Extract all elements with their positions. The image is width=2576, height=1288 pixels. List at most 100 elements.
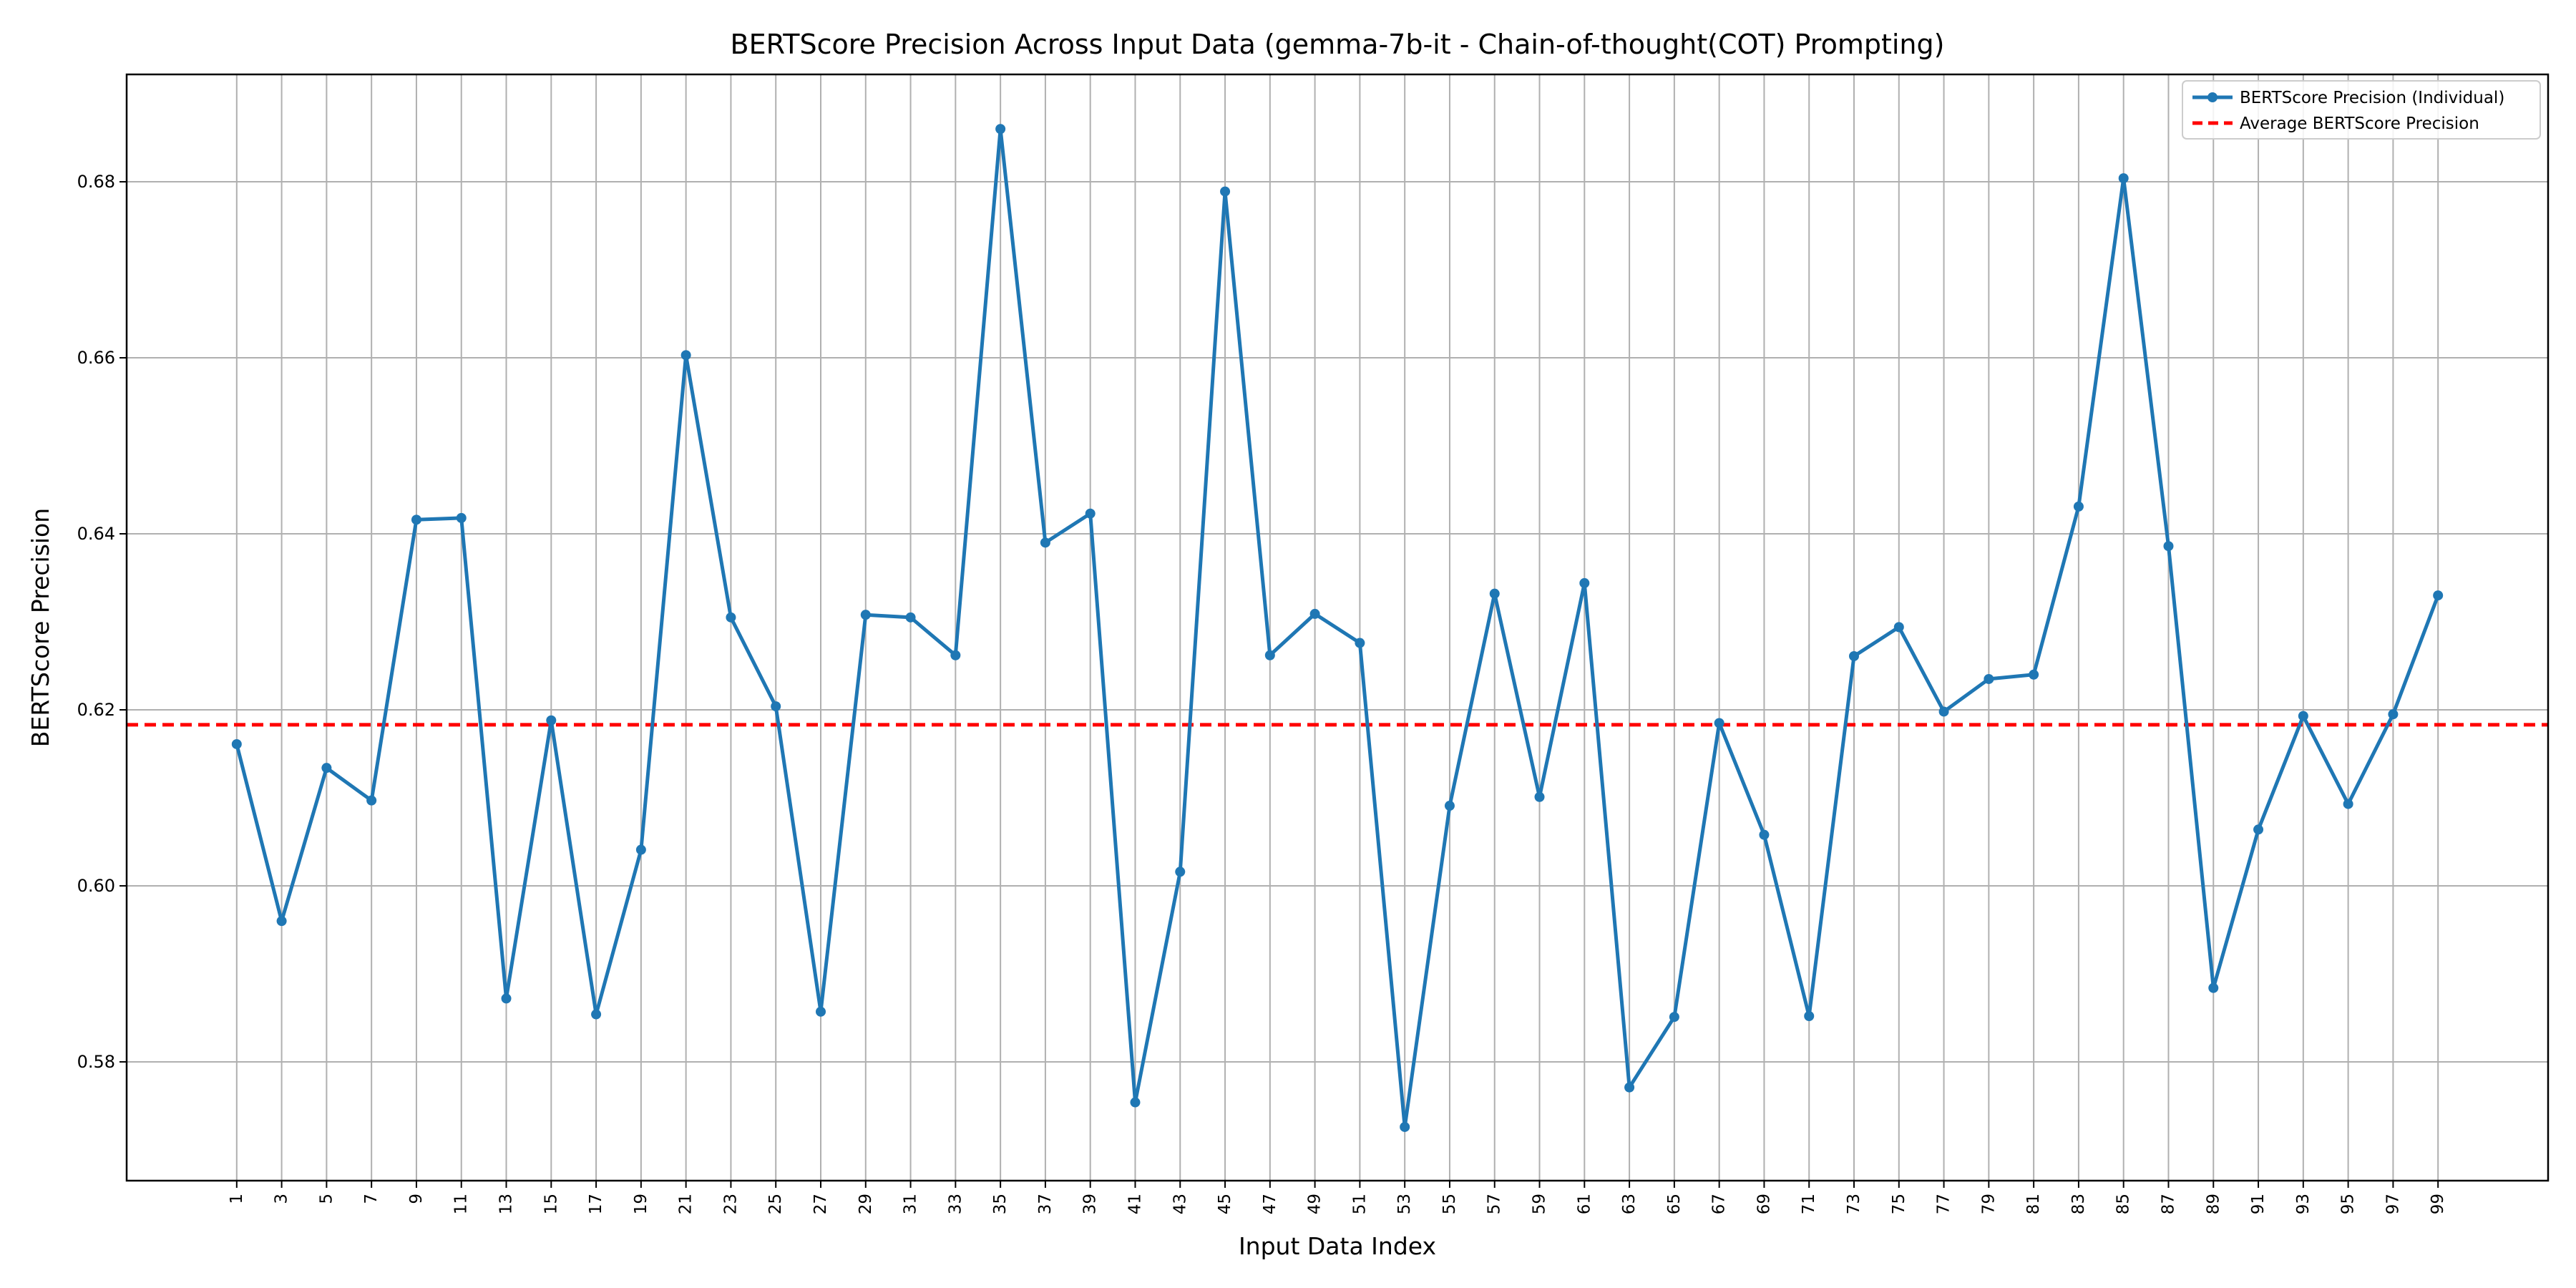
y-axis-ticks: 0.58 0.60 0.62 0.64 0.66 0.68 xyxy=(77,172,127,1072)
x-tick-label: 81 xyxy=(2024,1194,2043,1214)
x-tick-label: 53 xyxy=(1395,1194,1414,1214)
x-tick-label: 21 xyxy=(677,1194,696,1214)
data-point xyxy=(1220,186,1231,197)
x-tick-label: 31 xyxy=(902,1194,920,1214)
x-tick-label: 39 xyxy=(1081,1194,1100,1214)
x-tick-label: 37 xyxy=(1036,1194,1055,1214)
x-tick-label: 87 xyxy=(2159,1194,2177,1214)
x-tick-label: 11 xyxy=(452,1194,471,1214)
x-tick-label: 41 xyxy=(1126,1194,1144,1214)
data-point xyxy=(1040,537,1050,548)
x-tick-label: 97 xyxy=(2384,1194,2402,1214)
x-tick-label: 89 xyxy=(2204,1194,2223,1214)
x-axis-label: Input Data Index xyxy=(1239,1232,1436,1260)
data-point xyxy=(411,514,421,525)
data-point xyxy=(366,795,377,806)
data-point xyxy=(1579,577,1590,588)
data-point xyxy=(2029,669,2039,680)
legend-average-label: Average BERTScore Precision xyxy=(2240,114,2479,133)
data-point xyxy=(726,612,736,623)
data-point xyxy=(2208,982,2219,993)
data-point xyxy=(1804,1011,1815,1022)
x-tick-label: 7 xyxy=(362,1194,381,1204)
x-tick-label: 15 xyxy=(542,1194,560,1214)
data-point xyxy=(1893,622,1904,633)
data-point xyxy=(860,610,871,620)
x-tick-label: 47 xyxy=(1261,1194,1279,1214)
data-point xyxy=(1130,1097,1141,1108)
y-axis-label: BERTScore Precision xyxy=(26,508,54,747)
data-point xyxy=(1984,673,1994,684)
y-tick-label: 0.66 xyxy=(77,348,115,368)
y-tick-label: 0.64 xyxy=(77,524,115,544)
data-point xyxy=(1938,706,1949,717)
x-tick-label: 83 xyxy=(2069,1194,2088,1214)
x-tick-label: 49 xyxy=(1306,1194,1324,1214)
x-tick-label: 65 xyxy=(1665,1194,1684,1214)
x-tick-label: 25 xyxy=(766,1194,785,1214)
data-point xyxy=(905,612,916,623)
series-line xyxy=(235,127,2440,1129)
plot-area-frame xyxy=(125,73,2550,1182)
x-tick-label: 59 xyxy=(1531,1194,1549,1214)
x-tick-label: 55 xyxy=(1440,1194,1459,1214)
data-point xyxy=(1759,829,1770,840)
data-point xyxy=(1175,867,1186,877)
x-tick-label: 67 xyxy=(1710,1194,1729,1214)
x-tick-label: 57 xyxy=(1485,1194,1504,1214)
x-tick-label: 5 xyxy=(317,1194,336,1204)
data-point xyxy=(680,350,691,361)
y-tick-label: 0.58 xyxy=(77,1052,115,1072)
x-tick-label: 85 xyxy=(2114,1194,2133,1214)
data-point xyxy=(2253,824,2264,835)
x-tick-label: 51 xyxy=(1350,1194,1369,1214)
data-point xyxy=(995,124,1006,135)
legend-series-label: BERTScore Precision (Individual) xyxy=(2240,89,2504,107)
legend-box xyxy=(2182,80,2541,140)
x-tick-label: 29 xyxy=(857,1194,875,1214)
data-point xyxy=(1400,1121,1410,1132)
x-tick-label: 73 xyxy=(1845,1194,1863,1214)
x-tick-label: 75 xyxy=(1890,1194,1908,1214)
x-tick-label: 61 xyxy=(1575,1194,1594,1214)
y-tick-label: 0.60 xyxy=(77,876,115,896)
legend: BERTScore Precision (Individual) Average… xyxy=(2182,80,2541,140)
data-point xyxy=(1489,588,1500,599)
data-point xyxy=(456,512,467,523)
data-point xyxy=(2388,709,2399,720)
data-point xyxy=(1849,650,1860,661)
data-point xyxy=(1624,1082,1635,1093)
x-tick-label: 93 xyxy=(2294,1194,2313,1214)
data-point xyxy=(635,844,646,855)
x-tick-label: 33 xyxy=(946,1194,965,1214)
data-point xyxy=(231,738,242,749)
x-tick-label: 27 xyxy=(811,1194,830,1214)
data-point xyxy=(1309,608,1320,619)
x-tick-label: 23 xyxy=(721,1194,740,1214)
data-point xyxy=(1444,801,1455,811)
x-tick-label: 71 xyxy=(1800,1194,1818,1214)
x-tick-label: 79 xyxy=(1979,1194,1998,1214)
data-point xyxy=(1085,508,1096,519)
data-point xyxy=(546,715,557,726)
data-point xyxy=(950,650,961,660)
data-point xyxy=(2073,501,2084,512)
x-tick-label: 99 xyxy=(2429,1194,2447,1214)
y-tick-label: 0.68 xyxy=(77,172,115,192)
x-tick-label: 13 xyxy=(497,1194,516,1214)
x-tick-label: 77 xyxy=(1935,1194,1953,1214)
data-point xyxy=(2298,711,2308,721)
data-point xyxy=(1534,791,1545,802)
data-point xyxy=(815,1006,826,1017)
data-point xyxy=(591,1009,602,1020)
x-tick-label: 69 xyxy=(1755,1194,1773,1214)
legend-series-marker xyxy=(2207,92,2218,102)
x-tick-label: 1 xyxy=(228,1194,246,1204)
data-point xyxy=(321,763,332,774)
x-tick-label: 35 xyxy=(991,1194,1010,1214)
x-tick-label: 63 xyxy=(1620,1194,1639,1214)
series-group xyxy=(231,124,2444,1132)
x-tick-label: 45 xyxy=(1216,1194,1234,1214)
